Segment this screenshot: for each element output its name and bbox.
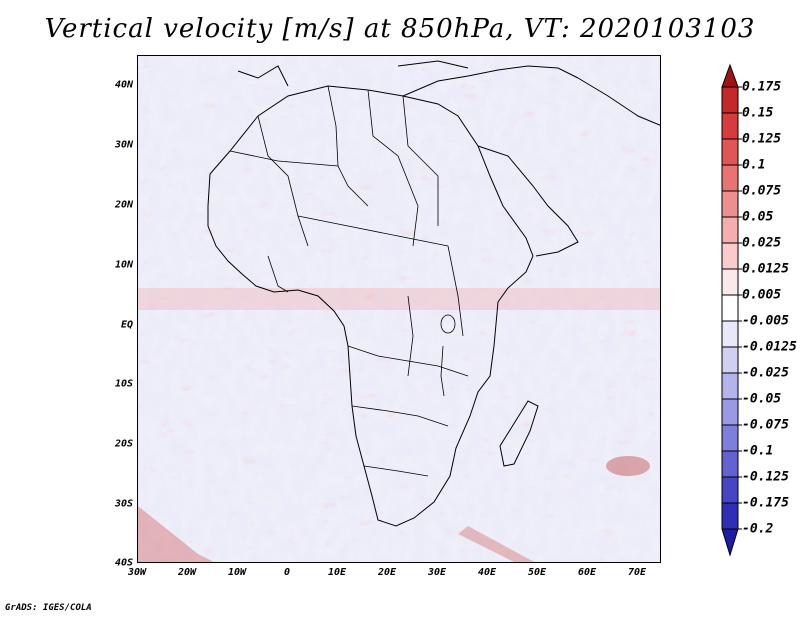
lon-label-30e: 30E <box>427 567 447 578</box>
lon-label-0: 0 <box>283 567 291 578</box>
country-borders <box>229 85 469 477</box>
lon-label-10w: 10W <box>227 567 247 578</box>
lat-label-eq: EQ <box>120 319 133 331</box>
lat-label-30s: 30S <box>114 498 133 510</box>
colorbar-bin <box>721 268 739 296</box>
coastlines <box>207 60 660 527</box>
map-plot-area <box>137 55 661 563</box>
colorbar-bin <box>721 216 739 244</box>
lon-label-50e: 50E <box>527 567 547 578</box>
colorbar-bin <box>721 86 739 114</box>
colorbar-level-label: -0.005 <box>742 313 789 329</box>
colorbar-bin <box>721 320 739 348</box>
lat-label-20s: 20S <box>114 438 133 450</box>
colorbar-bin <box>721 424 739 452</box>
vertical-velocity-field <box>138 56 660 562</box>
colorbar-level-label: 0.075 <box>742 183 782 199</box>
colorbar-level-label: -0.125 <box>742 469 789 485</box>
colorbar-level-label: 0.175 <box>742 79 782 95</box>
lon-label-20e: 20E <box>377 567 397 578</box>
colorbar-bin <box>721 502 739 530</box>
lake-victoria <box>440 314 456 334</box>
colorbar-bottom-triangle <box>721 528 739 557</box>
colorbar-level-label: -0.0125 <box>742 339 797 355</box>
colorbar-top-triangle <box>721 63 739 88</box>
lat-label-10n: 10N <box>114 259 133 271</box>
lat-label-40s: 40S <box>114 557 133 569</box>
lat-label-20n: 20N <box>114 199 133 211</box>
grads-credit: GrADS: IGES/COLA <box>5 603 92 613</box>
colorbar-bin <box>721 242 739 270</box>
lat-label-10s: 10S <box>114 378 133 390</box>
lon-label-40e: 40E <box>477 567 497 578</box>
lon-label-30w: 30W <box>127 567 147 578</box>
colorbar-level-label: -0.05 <box>742 391 782 407</box>
lon-label-60e: 60E <box>577 567 597 578</box>
colorbar-level-label: -0.1 <box>742 443 774 459</box>
lon-label-10e: 10E <box>327 567 347 578</box>
colorbar-bin <box>721 346 739 374</box>
rift-lakes <box>440 345 445 397</box>
colorbar-bin <box>721 450 739 478</box>
colorbar-level-label: 0.125 <box>742 131 782 147</box>
colorbar-level-label: 0.025 <box>742 235 782 251</box>
colorbar-bin <box>721 294 739 322</box>
colorbar-bin <box>721 164 739 192</box>
colorbar-level-label: -0.2 <box>742 521 774 537</box>
colorbar-bin <box>721 398 739 426</box>
colorbar-level-label: -0.175 <box>742 495 789 511</box>
lat-label-30n: 30N <box>114 139 133 151</box>
colorbar-level-label: -0.075 <box>742 417 789 433</box>
colorbar-bin <box>721 138 739 166</box>
colorbar-level-label: 0.05 <box>742 209 774 225</box>
map-title: Vertical velocity [m/s] at 850hPa, VT: 2… <box>44 14 756 44</box>
colorbar-level-label: -0.025 <box>742 365 789 381</box>
colorbar-bin <box>721 112 739 140</box>
colorbar-bin <box>721 190 739 218</box>
colorbar-level-label: 0.0125 <box>742 261 789 277</box>
colorbar-level-label: 0.15 <box>742 105 774 121</box>
lon-label-20w: 20W <box>177 567 197 578</box>
colorbar-level-label: 0.1 <box>742 157 766 173</box>
lat-label-40n: 40N <box>114 79 133 91</box>
colorbar-level-label: 0.005 <box>742 287 782 303</box>
itcz-band <box>138 288 660 310</box>
lon-label-70e: 70E <box>627 567 647 578</box>
colorbar-bin <box>721 372 739 400</box>
colorbar-bin <box>721 476 739 504</box>
